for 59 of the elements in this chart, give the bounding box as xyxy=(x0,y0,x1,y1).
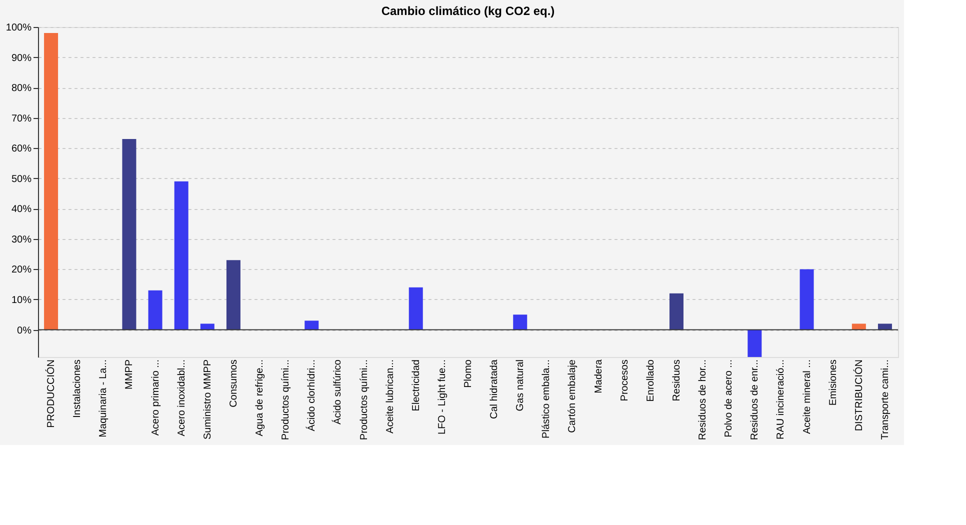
bar xyxy=(852,324,866,330)
x-tick-label: Electricidad xyxy=(410,360,422,412)
bar xyxy=(800,269,814,330)
bar xyxy=(148,290,162,330)
x-tick-label: Gas natural xyxy=(515,360,526,412)
x-tick-label: RAU incineració... xyxy=(776,360,787,440)
bar xyxy=(878,324,892,330)
x-tick-label: Plástico embala... xyxy=(541,360,552,438)
x-tick-label: Productos quími... xyxy=(358,360,370,440)
y-tick-label: 60% xyxy=(11,144,32,155)
bar xyxy=(174,181,188,330)
chart-title: Cambio climático (kg CO2 eq.) xyxy=(381,4,555,18)
bar xyxy=(122,139,136,330)
bar xyxy=(748,330,762,357)
y-tick-label: 0% xyxy=(17,325,32,336)
x-tick-label: DISTRIBUCIÓN xyxy=(852,360,865,432)
bar xyxy=(513,314,528,330)
x-tick-label: Ácido clorhídri... xyxy=(306,360,318,432)
x-tick-label: Aceite lubrican... xyxy=(384,360,396,434)
x-tick-label: Instalaciones xyxy=(72,360,84,418)
x-tick-label: Consumos xyxy=(228,360,240,408)
x-tick-label: Madera xyxy=(593,359,604,394)
bar xyxy=(44,33,58,330)
y-tick-label: 90% xyxy=(11,52,32,64)
y-tick-label: 30% xyxy=(11,234,32,246)
x-tick-label: Maquinaria - La... xyxy=(98,360,110,438)
x-tick-label: Productos quími... xyxy=(280,360,292,440)
x-tick-label: Acero inoxidabl... xyxy=(176,360,188,436)
y-tick-label: 10% xyxy=(11,294,32,306)
bar xyxy=(408,287,423,330)
x-tick-label: MMPP xyxy=(124,359,136,390)
x-tick-label: Aceite mineral ... xyxy=(802,360,813,434)
y-tick-label: 50% xyxy=(11,174,32,185)
y-tick-label: 20% xyxy=(11,264,32,276)
x-tick-label: Cartón embalaje xyxy=(567,359,578,433)
x-tick-label: Plomo xyxy=(463,359,474,388)
x-tick-label: Acero primario ... xyxy=(150,360,162,436)
x-tick-label: Suministro MMPP xyxy=(202,359,214,440)
x-tick-label: Residuos de hor... xyxy=(698,360,709,440)
x-tick-label: Emisiones xyxy=(828,360,839,406)
x-tick-label: Residuos xyxy=(671,360,682,402)
bar xyxy=(304,320,319,330)
y-tick-label: 80% xyxy=(11,83,32,94)
x-tick-label: PRODUCCIÓN xyxy=(45,360,58,428)
x-tick-label: Enrollado xyxy=(645,359,656,402)
bar xyxy=(669,293,684,330)
y-tick-label: 70% xyxy=(11,113,32,124)
y-tick-label: 40% xyxy=(11,204,32,216)
x-tick-label: Ácido sulfúrico xyxy=(332,359,344,425)
x-tick-label: LFO - Light fue... xyxy=(436,360,448,435)
y-tick-label: 100% xyxy=(6,22,32,34)
bar xyxy=(200,324,214,330)
x-tick-label: Procesos xyxy=(619,360,630,402)
x-tick-label: Cal hidratada xyxy=(489,359,500,419)
bar xyxy=(226,260,240,330)
x-tick-label: Transporte cami... xyxy=(880,360,891,440)
x-tick-label: Agua de refrige... xyxy=(254,360,266,436)
x-tick-label: Polvo de acero ... xyxy=(724,360,735,438)
x-tick-label: Residuos de enr... xyxy=(750,360,761,440)
